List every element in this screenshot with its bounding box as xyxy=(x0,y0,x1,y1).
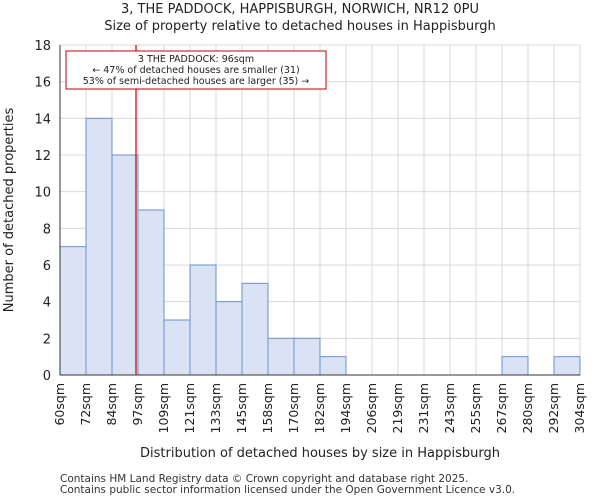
y-tick-label: 12 xyxy=(34,149,51,164)
x-axis-label: Distribution of detached houses by size … xyxy=(140,446,500,461)
y-tick-label: 4 xyxy=(43,296,51,311)
x-tick-label: 109sqm xyxy=(156,383,171,433)
histogram-bar xyxy=(215,301,243,376)
footer-line-1: Contains HM Land Registry data © Crown c… xyxy=(60,473,469,485)
x-tick-label: 60sqm xyxy=(52,383,67,426)
y-tick-label: 16 xyxy=(34,76,51,91)
x-tick-label: 72sqm xyxy=(78,383,93,426)
annotation-line: ← 47% of detached houses are smaller (31… xyxy=(92,65,299,76)
annotation-box xyxy=(65,50,327,90)
x-tick-label: 182sqm xyxy=(312,383,327,433)
x-tick-label: 133sqm xyxy=(208,383,223,433)
chart-subtitle: Size of property relative to detached ho… xyxy=(104,19,496,34)
histogram-bar xyxy=(85,117,113,376)
x-tick-label: 97sqm xyxy=(130,383,145,426)
y-tick-label: 10 xyxy=(34,186,51,201)
x-tick-label: 194sqm xyxy=(338,383,353,433)
y-tick-label: 0 xyxy=(43,369,51,384)
x-tick-label: 267sqm xyxy=(494,383,509,433)
x-tick-label: 231sqm xyxy=(416,383,431,433)
x-tick-label: 280sqm xyxy=(520,383,535,433)
annotation-line: 53% of semi-detached houses are larger (… xyxy=(83,76,310,87)
x-tick-label: 84sqm xyxy=(104,383,119,426)
histogram-bar xyxy=(189,264,217,376)
y-tick-label: 14 xyxy=(34,112,51,127)
histogram-bar xyxy=(137,209,165,376)
x-tick-label: 145sqm xyxy=(234,383,249,433)
histogram-bar xyxy=(319,356,347,376)
histogram-bar xyxy=(501,356,529,376)
y-tick-label: 6 xyxy=(43,259,51,274)
x-tick-label: 292sqm xyxy=(546,383,561,433)
x-tick-label: 170sqm xyxy=(286,383,301,433)
x-tick-label: 255sqm xyxy=(468,383,483,433)
x-tick-label: 121sqm xyxy=(182,383,197,433)
y-tick-label: 2 xyxy=(43,332,51,347)
y-tick-label: 18 xyxy=(34,39,51,54)
x-tick-label: 243sqm xyxy=(442,383,457,433)
y-tick-label: 8 xyxy=(43,222,51,237)
annotation-line: 3 THE PADDOCK: 96sqm xyxy=(138,54,254,65)
histogram-bar xyxy=(267,337,295,376)
y-axis-label: Number of detached properties xyxy=(2,108,17,313)
x-tick-label: 158sqm xyxy=(260,383,275,433)
histogram-bar xyxy=(111,154,139,376)
histogram-bar xyxy=(241,282,269,376)
histogram-bar xyxy=(553,356,581,376)
histogram-bar xyxy=(163,319,191,376)
x-tick-label: 304sqm xyxy=(572,383,587,433)
x-tick-label: 206sqm xyxy=(364,383,379,433)
histogram-bar xyxy=(59,246,87,376)
x-tick-label: 219sqm xyxy=(390,383,405,433)
histogram-bar xyxy=(293,337,321,376)
chart-title: 3, THE PADDOCK, HAPPISBURGH, NORWICH, NR… xyxy=(121,2,479,17)
footer-line-2: Contains public sector information licen… xyxy=(60,484,516,496)
